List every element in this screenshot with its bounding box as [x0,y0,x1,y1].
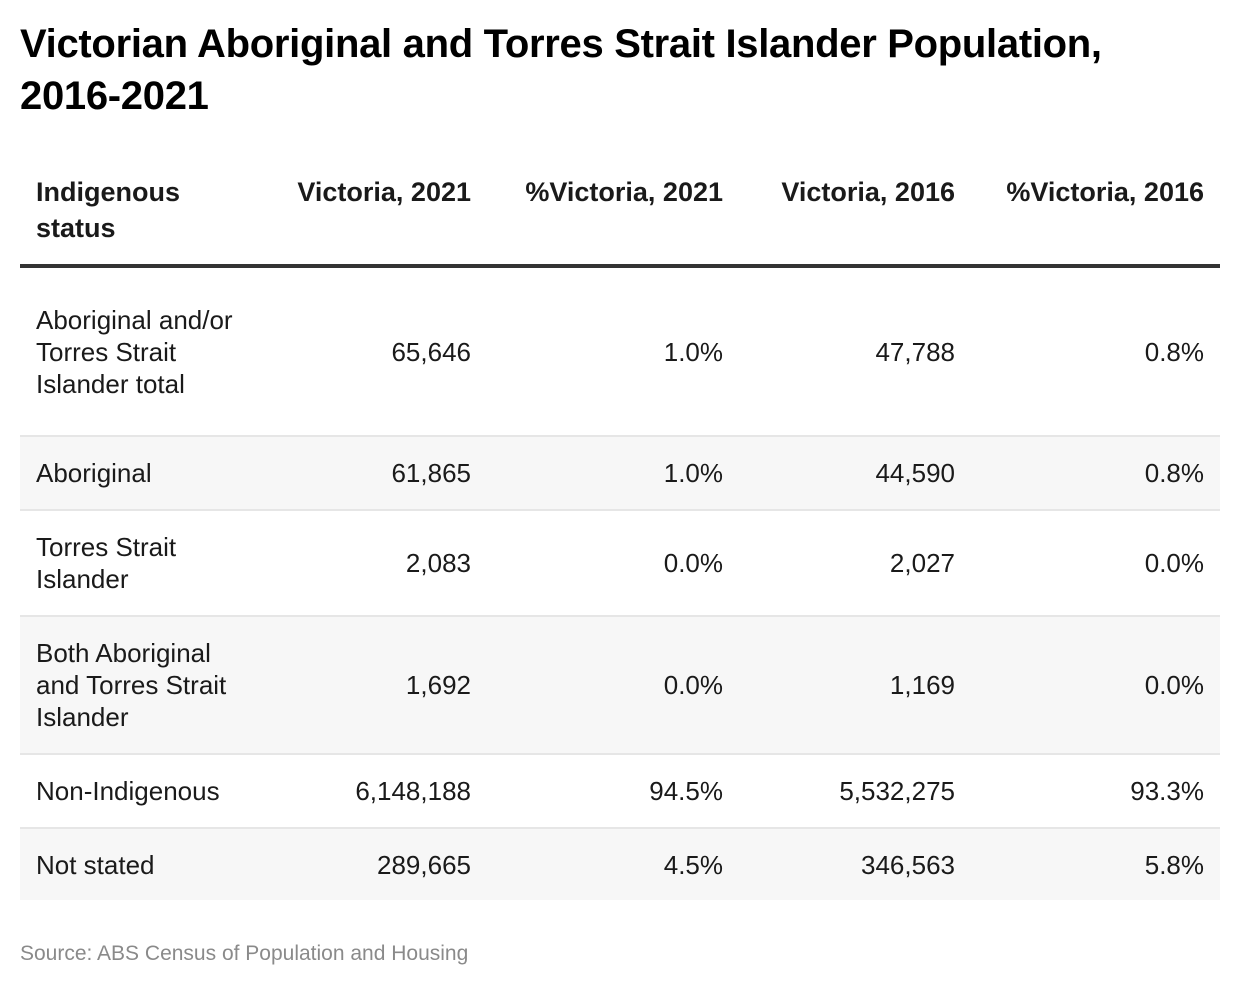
page-title: Victorian Aboriginal and Torres Strait I… [20,22,1102,118]
cell-victoria-2021: 2,083 [255,510,487,617]
table-row: Torres Strait Islander 2,083 0.0% 2,027 … [20,510,1220,617]
cell-victoria-2016: 1,169 [739,616,971,755]
table-row: Non-Indigenous 6,148,188 94.5% 5,532,275… [20,754,1220,829]
cell-victoria-2016: 346,563 [861,849,955,880]
cell-pct-victoria-2021: 4.5% [663,849,723,880]
table-row: Aboriginal 61,865 1.0% 44,590 0.8% [20,436,1220,511]
cell-victoria-2021: 289,665 [377,849,471,880]
cell-pct-victoria-2016: 0.0% [971,510,1220,617]
cell-pct-victoria-2016: 93.3% [971,754,1220,829]
header-victoria-2016: Victoria, 2016 [739,158,971,268]
cell-victoria-2016: 2,027 [739,510,971,617]
cell-pct-victoria-2016: 0.8% [971,266,1220,437]
row-label: Non-Indigenous [20,754,255,829]
source-note: Source: ABS Census of Population and Hou… [20,942,469,965]
row-label: Not stated [36,849,155,880]
row-label: Torres Strait Islander [20,510,255,617]
row-label: Aboriginal and/or Torres Strait Islander… [20,266,255,437]
header-indigenous-status: Indigenous status [20,158,255,268]
cell-pct-victoria-2021: 1.0% [487,266,739,437]
cell-victoria-2021: 1,692 [255,616,487,755]
cell-pct-victoria-2021: 0.0% [487,616,739,755]
cell-victoria-2016: 47,788 [739,266,971,437]
cell-pct-victoria-2021: 0.0% [487,510,739,617]
cell-pct-victoria-2016: 0.0% [971,616,1220,755]
cell-victoria-2021: 6,148,188 [255,754,487,829]
table-row: Aboriginal and/or Torres Strait Islander… [20,266,1220,437]
table-header: Indigenous status Victoria, 2021 %Victor… [20,158,1220,268]
row-label: Both Aboriginal and Torres Strait Island… [20,616,255,755]
table-row: Both Aboriginal and Torres Strait Island… [20,616,1220,755]
table-body: Aboriginal and/or Torres Strait Islander… [20,266,1220,900]
cell-victoria-2016: 44,590 [739,436,971,511]
cell-pct-victoria-2016: 5.8% [1144,849,1204,880]
header-victoria-2021: Victoria, 2021 [255,158,487,268]
cell-victoria-2021: 61,865 [255,436,487,511]
header-pct-victoria-2016: %Victoria, 2016 [971,158,1220,268]
table-row: Not stated 289,665 4.5% 346,563 5.8% [20,828,1220,900]
cell-pct-victoria-2016: 0.8% [971,436,1220,511]
header-pct-victoria-2021: %Victoria, 2021 [487,158,739,268]
cell-victoria-2021: 65,646 [255,266,487,437]
header-row: Indigenous status Victoria, 2021 %Victor… [20,158,1220,268]
row-label: Aboriginal [20,436,255,511]
cell-victoria-2016: 5,532,275 [739,754,971,829]
cell-pct-victoria-2021: 94.5% [487,754,739,829]
population-table: Indigenous status Victoria, 2021 %Victor… [20,158,1220,900]
cell-pct-victoria-2021: 1.0% [487,436,739,511]
